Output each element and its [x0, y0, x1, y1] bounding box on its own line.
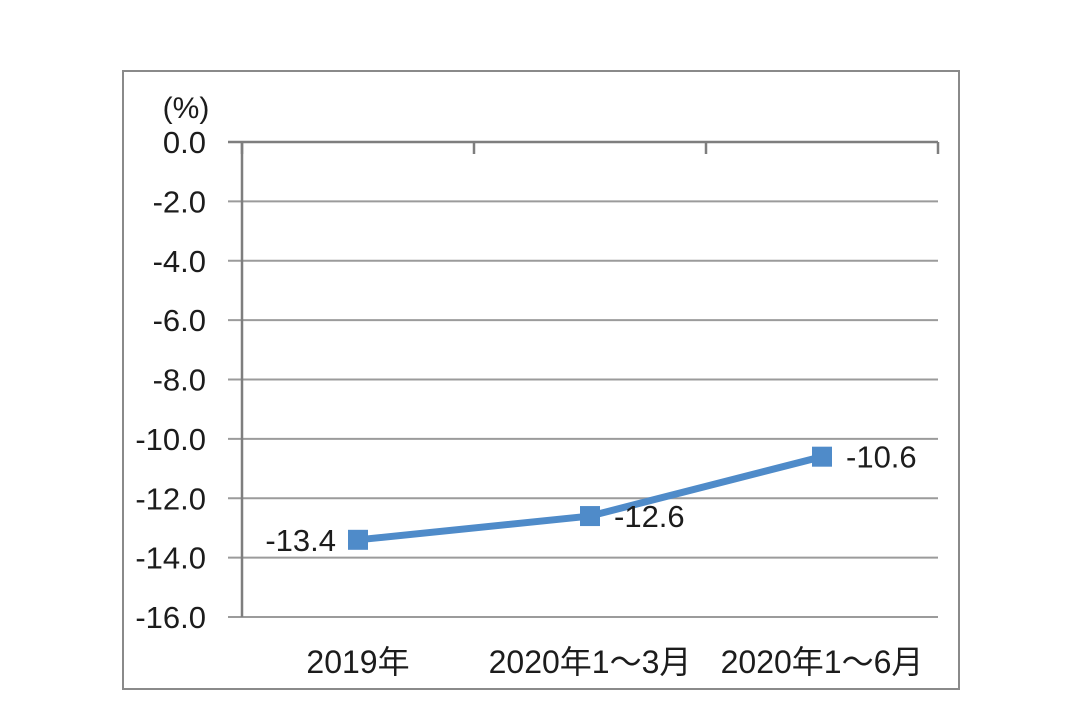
y-axis-unit-label: (%) [163, 92, 210, 125]
x-axis-category-label: 2020年1～6月 [721, 644, 924, 680]
axes-layer [228, 140, 940, 617]
data-point-marker [348, 529, 368, 550]
data-point-marker [812, 446, 832, 467]
data-point-label: -10.6 [846, 440, 917, 475]
chart-border [122, 70, 960, 690]
y-axis-tick-label: -10.0 [135, 422, 206, 457]
y-axis-tick-label: -12.0 [135, 481, 206, 516]
data-point-marker [580, 506, 600, 527]
data-series-layer [348, 446, 832, 550]
y-axis-tick-label: -8.0 [153, 363, 206, 398]
labels-layer: 0.0 -2.0 -4.0 -6.0 -8.0 -10.0 -12.0 -14.0 -16.0 2… [135, 125, 923, 680]
y-axis-tick-label: -6.0 [153, 303, 206, 338]
y-axis-tick-label: -14.0 [135, 541, 206, 576]
x-axis-category-label: 2019年 [306, 644, 409, 680]
data-point-label: -12.6 [614, 499, 685, 534]
y-axis-tick-label: 0.0 [163, 125, 206, 160]
data-point-label: -13.4 [265, 523, 336, 558]
y-axis-tick-label: -4.0 [153, 244, 206, 279]
y-axis-tick-label: -16.0 [135, 600, 206, 635]
y-axis-tick-label: -2.0 [153, 184, 206, 219]
x-axis-category-label: 2020年1～3月 [489, 644, 692, 680]
